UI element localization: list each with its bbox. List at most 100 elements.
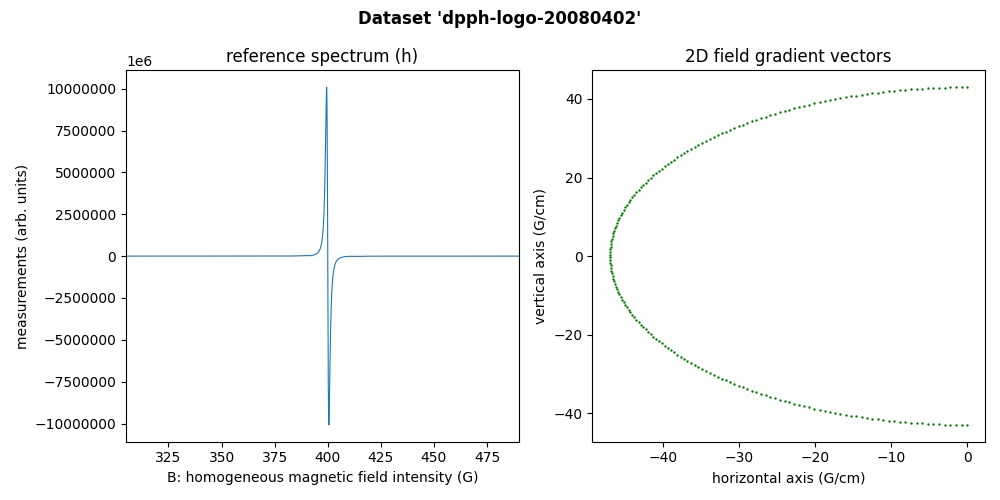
Point <box>676 149 692 157</box>
Point <box>603 242 619 250</box>
Point <box>801 100 817 108</box>
Point <box>624 310 640 318</box>
Point <box>635 181 651 189</box>
Point <box>838 94 854 102</box>
Point <box>617 300 633 308</box>
Point <box>875 88 891 96</box>
Point <box>605 272 621 280</box>
Point <box>638 178 654 186</box>
Point <box>909 419 925 427</box>
Point <box>710 132 726 140</box>
Point <box>626 191 642 199</box>
Point <box>909 85 925 93</box>
Point <box>610 216 626 224</box>
Point <box>817 97 833 105</box>
Point <box>796 402 812 410</box>
Point <box>817 407 833 415</box>
Point <box>605 274 621 282</box>
Point <box>698 367 714 375</box>
Point <box>621 306 637 314</box>
Point <box>633 320 649 328</box>
Point <box>648 169 664 177</box>
Point <box>673 353 689 361</box>
Point <box>687 361 703 369</box>
Point <box>735 384 751 392</box>
Point <box>772 396 788 404</box>
Point <box>781 398 797 406</box>
Point <box>608 222 624 230</box>
Point <box>657 162 673 170</box>
Point <box>925 84 941 92</box>
Point <box>609 219 625 227</box>
Point <box>622 308 638 316</box>
Y-axis label: vertical axis (G/cm): vertical axis (G/cm) <box>534 188 548 324</box>
Point <box>806 100 822 108</box>
Point <box>832 410 848 418</box>
Point <box>619 303 635 311</box>
Point <box>731 122 747 130</box>
Point <box>628 188 644 196</box>
Point <box>897 86 913 94</box>
Point <box>609 285 625 293</box>
Point <box>669 350 685 358</box>
Point <box>822 96 838 104</box>
Point <box>925 420 941 428</box>
Point <box>698 137 714 145</box>
Point <box>706 371 722 379</box>
Point <box>690 141 706 149</box>
Point <box>624 194 640 202</box>
Point <box>603 262 619 270</box>
Point <box>616 298 632 306</box>
Point <box>806 404 822 412</box>
Point <box>827 95 843 103</box>
Point <box>602 258 618 266</box>
Point <box>611 214 627 222</box>
Point <box>648 335 664 343</box>
Point <box>942 84 958 92</box>
Point <box>726 380 742 388</box>
Point <box>645 172 661 179</box>
Point <box>638 326 654 334</box>
Point <box>739 119 755 127</box>
Point <box>897 418 913 426</box>
Point <box>663 346 679 354</box>
Point <box>731 382 747 390</box>
Point <box>694 139 710 147</box>
Point <box>657 342 673 350</box>
Point <box>875 416 891 424</box>
Point <box>758 392 774 400</box>
Point <box>744 118 760 126</box>
Point <box>643 330 659 338</box>
Point <box>758 112 774 120</box>
Point <box>959 421 975 429</box>
Point <box>781 106 797 114</box>
Point <box>870 88 886 96</box>
Point <box>762 111 778 119</box>
Point <box>702 369 718 377</box>
Point <box>886 87 902 95</box>
Point <box>920 420 936 428</box>
Point <box>640 176 656 184</box>
Point <box>621 198 637 206</box>
Point <box>613 293 629 301</box>
Point <box>772 108 788 116</box>
Point <box>606 278 622 285</box>
Point <box>791 401 807 409</box>
X-axis label: B: homogeneous magnetic field intensity (G): B: homogeneous magnetic field intensity … <box>167 471 478 485</box>
Y-axis label: measurements (arb. units): measurements (arb. units) <box>15 164 29 348</box>
Point <box>714 130 730 138</box>
Point <box>920 84 936 92</box>
Point <box>812 98 828 106</box>
Point <box>753 390 769 398</box>
Point <box>683 145 699 153</box>
Point <box>718 376 734 384</box>
Point <box>948 421 964 429</box>
Point <box>616 206 632 214</box>
Point <box>605 232 621 240</box>
Point <box>602 250 618 258</box>
Point <box>748 388 764 396</box>
Point <box>777 397 793 405</box>
Point <box>607 280 623 288</box>
Point <box>603 264 619 272</box>
Point <box>942 420 958 428</box>
